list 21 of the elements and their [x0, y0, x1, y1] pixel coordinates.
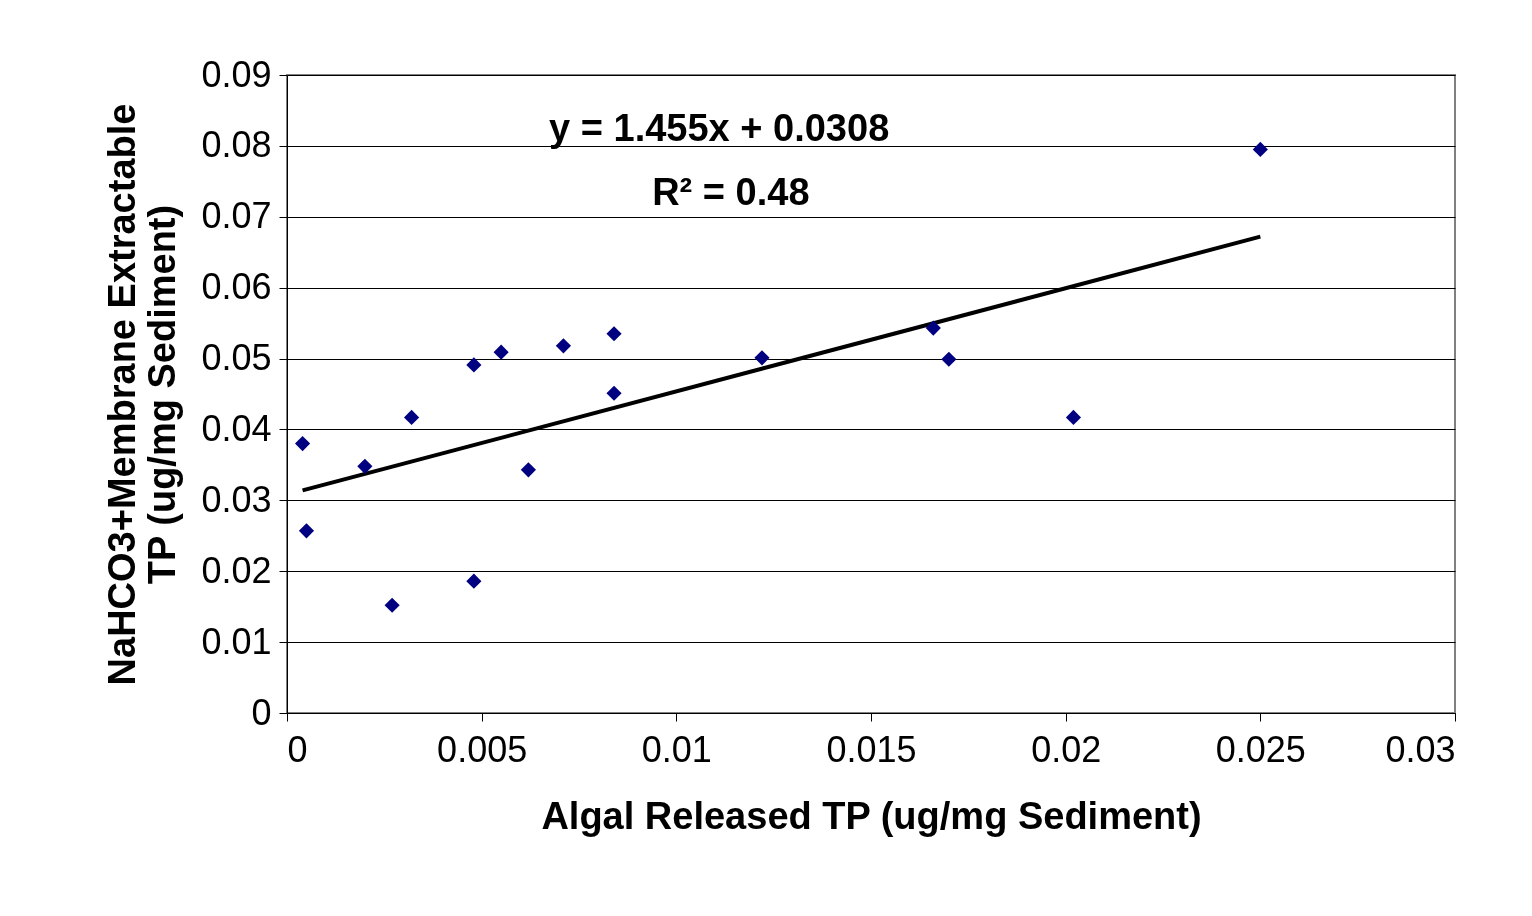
x-tick-label: 0.01 [641, 728, 712, 770]
y-tick-label: 0.01 [201, 620, 272, 662]
y-tick-label: 0.05 [201, 337, 272, 379]
x-tick-label: 0 [287, 728, 308, 770]
y-tick-label: 0.08 [201, 124, 272, 166]
x-axis-title: Algal Released TP (ug/mg Sediment) [541, 794, 1202, 837]
x-tick-label: 0.005 [437, 728, 528, 770]
x-tick-label: 0.025 [1215, 728, 1306, 770]
annotation: y = 1.455x + 0.0308 [549, 107, 890, 149]
y-tick-label: 0.07 [201, 195, 272, 237]
x-tick-label: 0.02 [1031, 728, 1102, 770]
annotation: R² = 0.48 [652, 171, 810, 213]
y-axis-title: NaHCO3+Membrane Extractable TP (ug/mg Sediment) [101, 103, 184, 686]
y-tick-label: 0.03 [201, 478, 272, 520]
y-tick-label: 0.09 [201, 53, 272, 95]
y-tick-label: 0 [251, 691, 272, 733]
y-tick-label: 0.04 [201, 407, 272, 449]
y-tick-label: 0.06 [201, 266, 272, 308]
x-tick-label: 0.015 [826, 728, 917, 770]
x-tick-label: 0.03 [1385, 728, 1456, 770]
y-tick-label: 0.02 [201, 549, 272, 591]
